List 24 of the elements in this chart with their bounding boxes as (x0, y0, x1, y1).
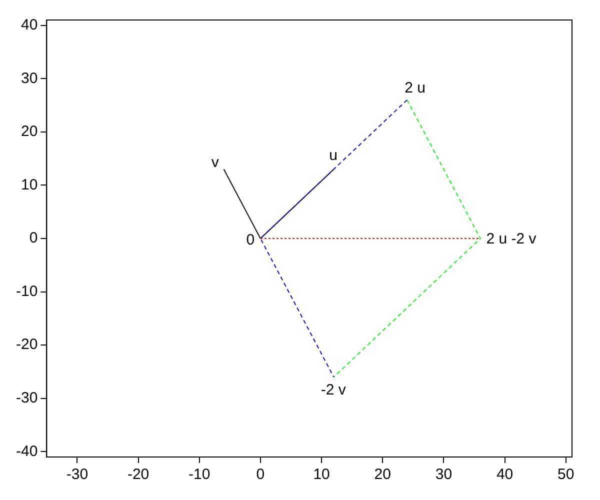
annotation: u (329, 146, 338, 164)
y-tick-label: -40 (16, 442, 38, 460)
annotation: -2 v (320, 382, 346, 399)
x-tick-label: 50 (558, 466, 574, 484)
x-tick-label: -20 (127, 466, 150, 484)
x-tick-label: -10 (188, 466, 210, 484)
x-tick-label: 40 (496, 466, 514, 484)
x-tick-label: 20 (374, 466, 391, 484)
y-tick-label: -10 (16, 282, 38, 300)
x-tick-label: -30 (66, 466, 88, 484)
x-tick-label: 10 (313, 466, 330, 484)
annotation: 0 (246, 232, 255, 249)
y-tick-label: 30 (20, 70, 38, 87)
annotation: 2 u (404, 79, 426, 96)
x-tick-label: 30 (435, 466, 452, 484)
annotation: 2 u -2 v (486, 230, 537, 248)
annotation: v (211, 154, 220, 172)
x-tick-label: 0 (256, 466, 265, 484)
y-tick-label: 40 (20, 16, 38, 34)
y-tick-label: 20 (20, 123, 38, 140)
y-tick-label: -30 (16, 390, 38, 407)
y-tick-label: 10 (20, 176, 38, 194)
y-tick-label: 0 (29, 230, 38, 247)
y-tick-label: -20 (16, 336, 38, 354)
